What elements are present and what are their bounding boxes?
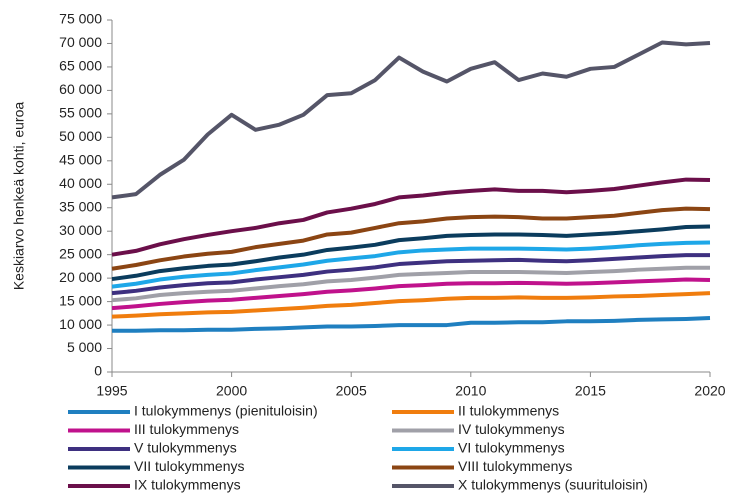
x-tick-label: 2000 [216,383,247,399]
legend-label: II tulokymmenys [458,403,559,419]
y-tick-label: 30 000 [59,222,102,238]
y-tick-label: 60 000 [59,81,102,97]
y-tick-label: 40 000 [59,175,102,191]
x-tick-label: 2010 [455,383,486,399]
legend-label: VIII tulokymmenys [458,458,572,474]
x-tick-label: 1995 [96,383,127,399]
y-tick-label: 70 000 [59,34,102,50]
series-line [111,291,711,319]
x-tick-label: 2020 [694,383,725,399]
y-tick-label: 75 000 [59,11,102,27]
y-axis-label: Keskiarvo henkeä kohti, euroa [11,102,27,291]
y-tick-label: 15 000 [59,292,102,308]
legend-label: I tulokymmenys (pienituloisin) [134,403,318,419]
legend-label: III tulokymmenys [134,421,239,437]
x-tick-label: 2015 [575,383,606,399]
x-tick-label: 2005 [336,383,367,399]
y-tick-label: 35 000 [59,198,102,214]
y-tick-label: 50 000 [59,128,102,144]
series-line [111,206,711,271]
y-tick-label: 25 000 [59,245,102,261]
legend-label: IV tulokymmenys [458,421,565,437]
legend-label: V tulokymmenys [134,440,237,456]
legend-label: X tulokymmenys (suurituloisin) [458,477,648,493]
y-tick-label: 0 [94,363,102,379]
series-line [111,277,711,311]
y-tick-label: 5 000 [67,339,102,355]
series-line [111,253,710,296]
y-tick-label: 55 000 [59,105,102,121]
y-tick-label: 45 000 [59,152,102,168]
legend-label: VI tulokymmenys [458,440,565,456]
y-tick-label: 20 000 [59,269,102,285]
legend-label: VII tulokymmenys [134,458,244,474]
series-line [111,240,711,289]
series-line [111,177,711,257]
legend-label: IX tulokymmenys [134,477,241,493]
series-line [111,40,711,200]
series-line [111,265,710,303]
series-line [111,224,711,282]
series-line [112,316,711,333]
y-tick-label: 65 000 [59,58,102,74]
y-tick-label: 10 000 [59,316,102,332]
